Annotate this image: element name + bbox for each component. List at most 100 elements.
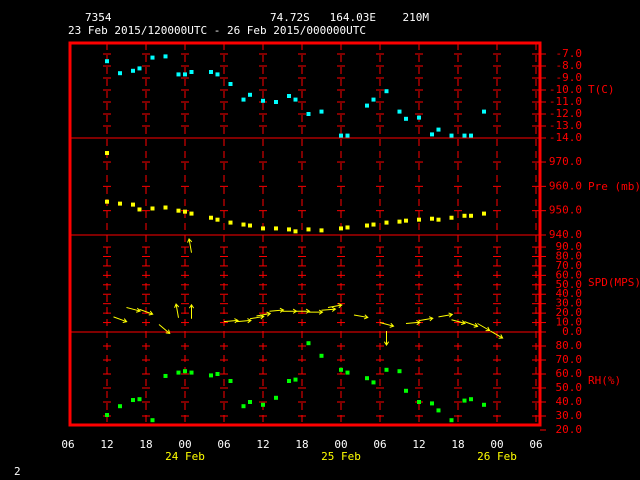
y-axis-label: SPD(MPS) xyxy=(588,276,640,289)
y-tick-label: 20.0 xyxy=(556,423,583,436)
data-point xyxy=(339,367,343,372)
data-point xyxy=(339,133,343,138)
y-tick-label: -14.0 xyxy=(549,131,582,144)
x-tick-label: 06 xyxy=(373,438,386,451)
data-point xyxy=(319,228,324,233)
data-point xyxy=(176,370,181,375)
data-point xyxy=(430,216,434,221)
wind-arrow xyxy=(438,312,454,318)
data-point xyxy=(163,205,168,210)
x-tick-label: 12 xyxy=(256,438,269,451)
x-tick-label: 06 xyxy=(217,438,230,451)
data-point xyxy=(469,213,473,218)
y-axis-label: RH(%) xyxy=(588,374,621,387)
data-point xyxy=(371,222,376,227)
data-point xyxy=(306,227,311,232)
data-point xyxy=(183,209,187,214)
data-point xyxy=(430,401,434,406)
wind-arrow xyxy=(327,303,343,309)
data-point xyxy=(397,109,402,114)
data-point xyxy=(397,219,402,224)
data-point xyxy=(449,133,454,138)
wind-arrow xyxy=(353,314,369,320)
data-point xyxy=(345,225,350,230)
station-location: 74.72S 164.03E 210M xyxy=(270,11,429,24)
y-tick-label: 60.0 xyxy=(556,268,583,281)
data-point xyxy=(150,418,155,423)
data-point xyxy=(261,98,265,103)
wind-arrow xyxy=(282,308,298,314)
data-point xyxy=(183,369,187,374)
data-point xyxy=(248,92,252,97)
date-label: 26 Feb xyxy=(477,450,517,463)
data-point xyxy=(131,398,135,403)
data-point xyxy=(449,215,454,220)
data-point xyxy=(404,388,408,393)
y-tick-label: 60.0 xyxy=(556,367,583,380)
x-tick-label: 18 xyxy=(295,438,308,451)
data-point xyxy=(228,82,233,86)
data-point xyxy=(365,223,369,228)
data-point xyxy=(306,341,311,346)
data-point xyxy=(462,213,467,218)
data-point xyxy=(274,395,278,400)
y-axis-label: T(C) xyxy=(588,83,615,96)
y-tick-label: 30.0 xyxy=(556,409,583,422)
x-tick-label: 18 xyxy=(139,438,152,451)
data-point xyxy=(436,127,441,132)
data-point xyxy=(449,418,454,423)
data-point xyxy=(482,211,486,216)
x-tick-label: 00 xyxy=(334,438,347,451)
wind-arrow xyxy=(139,308,154,316)
y-tick-label: 80.0 xyxy=(556,249,583,262)
data-point xyxy=(293,229,298,234)
data-point xyxy=(306,112,311,116)
y-tick-label: -13.0 xyxy=(549,119,582,132)
data-point xyxy=(287,94,291,98)
wind-arrow xyxy=(113,316,128,324)
data-point xyxy=(241,97,246,102)
y-tick-label: -10.0 xyxy=(549,83,582,96)
data-point xyxy=(105,151,109,156)
y-tick-label: -7.0 xyxy=(556,47,583,60)
y-tick-label: 950.0 xyxy=(549,204,582,217)
data-point xyxy=(105,413,109,418)
data-point xyxy=(105,59,109,64)
y-tick-label: 970.0 xyxy=(549,155,582,168)
data-point xyxy=(248,223,252,228)
y-tick-label: 10.0 xyxy=(556,316,583,329)
data-point xyxy=(404,218,408,223)
data-point xyxy=(417,217,421,222)
y-tick-label: 0.0 xyxy=(562,325,582,338)
data-point xyxy=(482,109,486,114)
data-point xyxy=(137,397,142,402)
data-point xyxy=(150,206,155,211)
data-point xyxy=(209,215,213,220)
wind-arrow xyxy=(187,237,193,253)
wind-arrow xyxy=(308,309,324,315)
frame xyxy=(68,41,542,427)
wind-arrow xyxy=(188,303,195,319)
data-point xyxy=(430,132,434,137)
y-tick-label: 30.0 xyxy=(556,297,583,310)
y-tick-label: 80.0 xyxy=(556,339,583,352)
data-point xyxy=(482,402,486,407)
data-point xyxy=(365,103,369,108)
data-point xyxy=(209,373,213,378)
wind-arrow xyxy=(383,331,390,346)
wind-arrow xyxy=(321,306,337,312)
data-point xyxy=(274,100,278,104)
data-point xyxy=(287,227,291,232)
data-point xyxy=(365,376,369,381)
wind-arrow xyxy=(405,319,421,326)
x-tick-label: 12 xyxy=(412,438,425,451)
wind-arrow xyxy=(256,311,272,317)
y-tick-label: -9.0 xyxy=(556,71,583,84)
data-point xyxy=(118,201,122,206)
data-point xyxy=(417,400,421,404)
data-point xyxy=(436,408,441,413)
y-tick-label: 40.0 xyxy=(556,395,583,408)
data-point xyxy=(436,217,441,222)
